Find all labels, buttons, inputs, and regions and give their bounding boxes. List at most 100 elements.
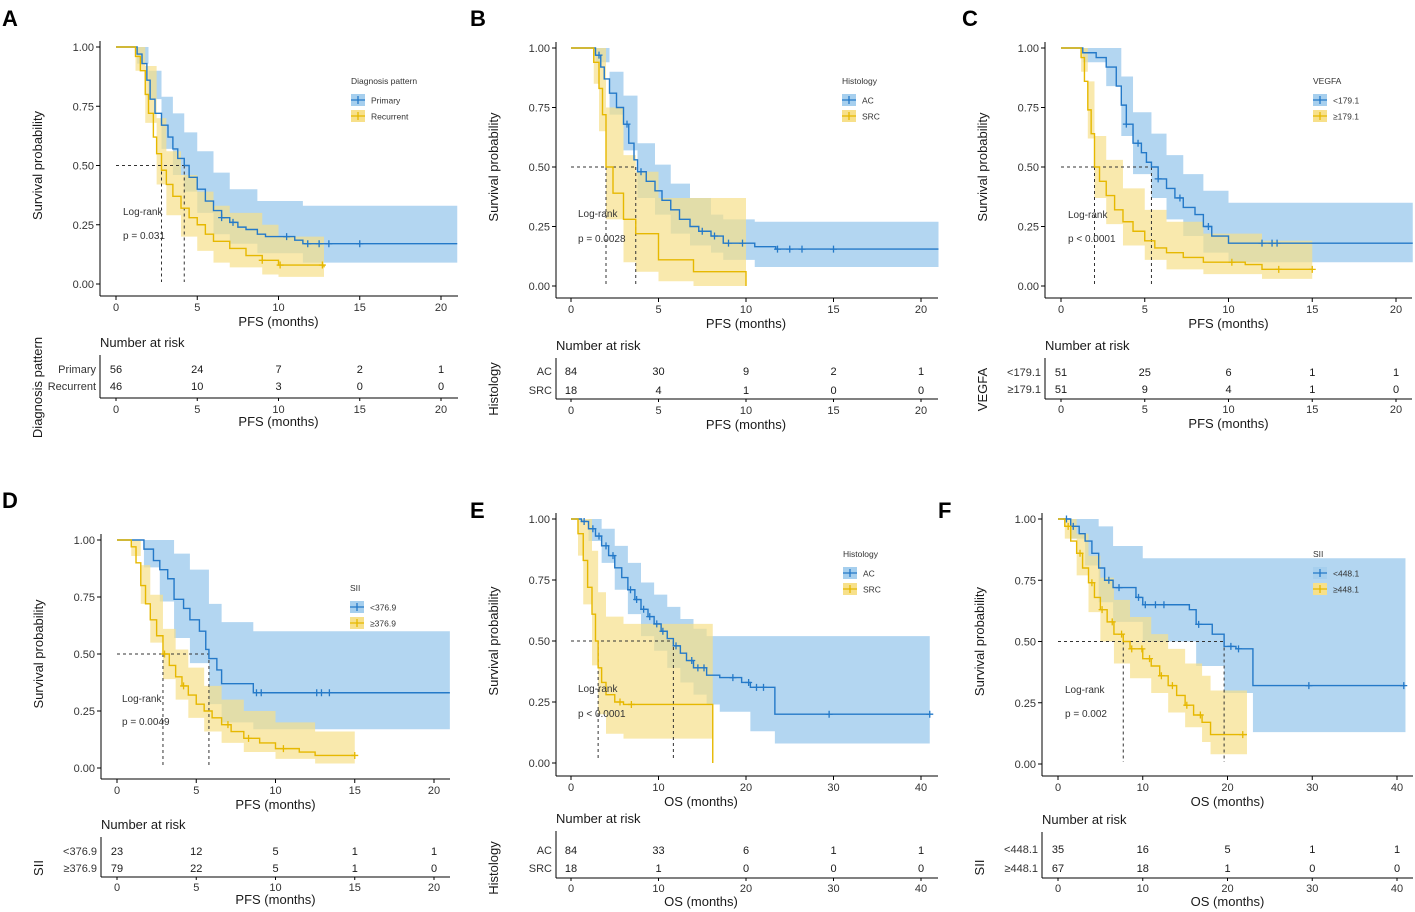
legend-title: SII — [1313, 549, 1323, 559]
censor-mark — [315, 240, 323, 248]
censor-mark — [1160, 601, 1168, 609]
risk-count: 6 — [1225, 367, 1231, 379]
y-tick-label: 0.00 — [1015, 759, 1036, 771]
risk-count: 23 — [111, 846, 123, 858]
risk-count: 1 — [1224, 863, 1230, 875]
legend: Diagnosis pattern Primary Recurrent — [351, 76, 417, 122]
risk-variable-label: VEGFA — [975, 368, 990, 412]
risk-group-label-2: ≥448.1 — [1004, 863, 1038, 875]
censor-mark — [1128, 645, 1136, 653]
x-axis-title: PFS (months) — [235, 797, 315, 812]
censor-mark — [1134, 139, 1142, 147]
risk-group-label-2: SRC — [529, 385, 552, 397]
x-tick-label: 0 — [114, 785, 120, 797]
ci-band-2 — [116, 47, 324, 277]
survival-curve-1 — [116, 46, 458, 245]
risk-count: 7 — [275, 364, 281, 376]
risk-count: 3 — [275, 381, 281, 393]
p-value: p = 0.0049 — [122, 717, 170, 728]
risk-x-tick-label: 20 — [1390, 404, 1402, 416]
risk-x-tick-label: 10 — [652, 883, 664, 895]
legend-label-1: AC — [862, 96, 874, 106]
legend-line-1 — [1313, 569, 1327, 577]
censor-mark — [1141, 601, 1149, 609]
censor-mark — [180, 682, 188, 690]
test-label: Log-rank — [578, 684, 618, 695]
risk-count: 1 — [1394, 844, 1400, 856]
risk-x-tick-label: 10 — [1137, 883, 1149, 895]
risk-x-tick-label: 0 — [114, 882, 120, 894]
x-tick-label: 20 — [1390, 304, 1402, 316]
censor-mark — [774, 245, 781, 253]
risk-count: 0 — [918, 385, 924, 397]
censor-mark — [257, 689, 265, 697]
censor-mark — [1308, 265, 1316, 273]
y-tick-label: 0.25 — [74, 706, 95, 718]
y-tick-label: 1.00 — [1015, 514, 1036, 526]
x-tick-label: 15 — [827, 304, 839, 316]
censor-mark — [1118, 630, 1126, 638]
censor-mark — [926, 710, 934, 718]
risk-x-tick-label: 0 — [568, 405, 574, 417]
y-tick-label: 0.75 — [529, 575, 550, 587]
censor-mark — [745, 678, 753, 686]
censor-mark — [279, 745, 287, 753]
censor-mark — [729, 674, 737, 682]
legend-title: VEGFA — [1313, 76, 1342, 86]
censor-mark — [739, 239, 746, 247]
x-axis-title: PFS (months) — [1188, 316, 1268, 331]
panel-letter: F — [938, 498, 951, 523]
risk-group-label-1: <179.1 — [1007, 367, 1041, 379]
legend-line-1 — [842, 96, 856, 104]
risk-count: 5 — [272, 863, 278, 875]
risk-x-tick-label: 15 — [354, 404, 366, 416]
censor-mark — [1258, 239, 1266, 247]
censor-mark — [161, 650, 169, 658]
risk-variable-label: SII — [31, 860, 46, 876]
censor-mark — [830, 245, 837, 253]
risk-count: 30 — [652, 366, 664, 378]
y-tick-label: 1.00 — [529, 514, 550, 526]
risk-count: 1 — [431, 846, 437, 858]
ci-band-2 — [571, 48, 746, 286]
y-tick-label: 0.00 — [529, 281, 550, 293]
y-tick-label: 0.75 — [529, 103, 550, 115]
censor-mark — [1151, 601, 1159, 609]
censor-mark — [1239, 731, 1247, 739]
x-tick-label: 10 — [652, 782, 664, 794]
survival-curve-2 — [1061, 47, 1313, 271]
risk-count: 18 — [565, 863, 577, 875]
risk-table: Number at risk Primary 56 24 7 2 1 Recurrent 46 1… — [30, 335, 458, 438]
censor-mark — [1122, 120, 1130, 128]
censor-mark — [1115, 584, 1123, 592]
y-tick-label: 0.75 — [1015, 575, 1036, 587]
censor-mark — [694, 664, 702, 672]
risk-count: 1 — [830, 845, 836, 857]
y-tick-label: 0.00 — [74, 763, 95, 775]
censor-mark — [1273, 239, 1281, 247]
x-tick-label: 20 — [915, 304, 927, 316]
y-tick-label: 1.00 — [1018, 43, 1039, 55]
x-tick-label: 5 — [655, 304, 661, 316]
censor-mark — [1157, 672, 1165, 680]
censor-mark — [623, 120, 631, 128]
risk-count: 0 — [1309, 863, 1315, 875]
risk-count: 1 — [918, 845, 924, 857]
risk-x-tick-label: 5 — [1142, 404, 1148, 416]
ci-band-1 — [571, 519, 930, 744]
panel-letter: D — [2, 488, 18, 513]
censor-mark — [627, 586, 634, 594]
censor-mark — [637, 168, 645, 176]
censor-mark — [711, 232, 718, 240]
risk-x-tick-label: 5 — [193, 882, 199, 894]
x-axis-title: PFS (months) — [706, 316, 786, 331]
risk-count: 0 — [431, 863, 437, 875]
y-tick-label: 0.00 — [73, 279, 94, 291]
x-axis-title: OS (months) — [664, 794, 738, 809]
risk-count: 0 — [1393, 384, 1399, 396]
risk-count: 0 — [830, 385, 836, 397]
censor-mark — [653, 620, 661, 628]
risk-x-axis-title: PFS (months) — [238, 414, 318, 429]
